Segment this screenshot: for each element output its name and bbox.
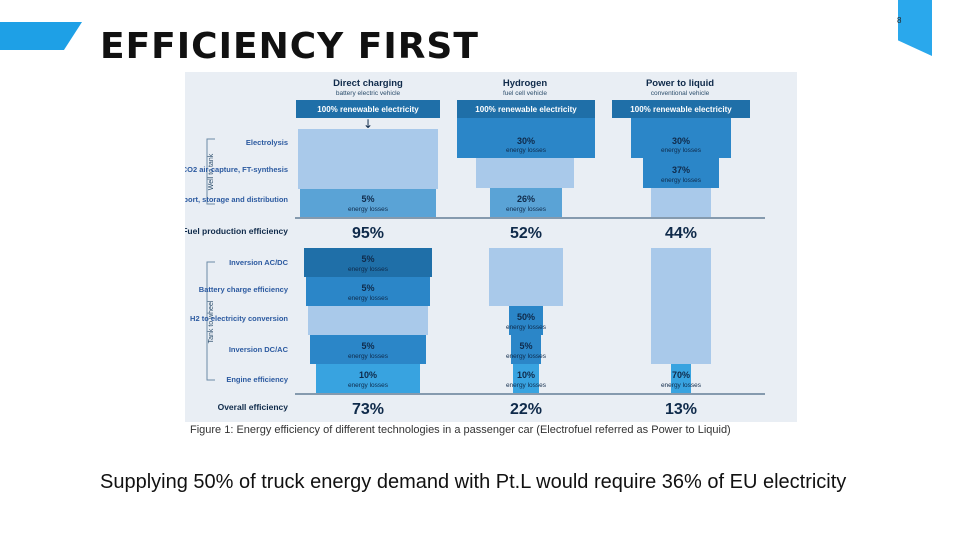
loss-value: 5% [519,341,532,351]
loss-caption: energy losses [506,353,547,360]
column-subtitle: battery electric vehicle [336,90,401,97]
step-bar-tank-to-wheel [651,248,711,364]
loss-value: 5% [361,283,374,293]
tank-to-wheel-label: Tank to wheel [208,300,215,343]
step-bar-engine [513,364,539,393]
column-title: Hydrogen [503,78,548,89]
step-bar-inversion-acdc [304,248,432,277]
loss-caption: energy losses [348,353,389,360]
source-label: 100% renewable electricity [630,105,732,114]
row-label-h2-conversion: H2 to electricity conversion [190,314,288,323]
loss-value: 5% [361,254,374,264]
overall-efficiency-label: Overall efficiency [218,402,289,412]
loss-caption: energy losses [348,295,389,302]
loss-caption: energy losses [661,147,702,154]
fuel-efficiency-value: 95% [352,225,384,242]
row-label-inversion-dcac: Inversion DC/AC [229,345,289,354]
loss-value: 26% [517,194,535,204]
fuel-efficiency-value: 52% [510,225,542,242]
fuel-efficiency-value: 44% [665,225,697,242]
row-label-inversion-acdc: Inversion AC/DC [229,258,288,267]
loss-value: 10% [517,370,535,380]
source-box [296,100,440,118]
loss-caption: energy losses [661,177,702,184]
diagram-canvas: Well to tank Tank to wheel Electrolysis … [185,78,765,418]
loss-caption: energy losses [506,382,547,389]
body-text: Supplying 50% of truck energy demand wit… [100,471,847,493]
column-direct-charging: Direct charging battery electric vehicle… [296,78,440,418]
source-box [612,100,750,118]
fuel-efficiency-label: Fuel production efficiency [185,226,288,236]
loss-value: 5% [361,341,374,351]
row-label-battery-charge: Battery charge efficiency [199,285,289,294]
loss-value: 37% [672,165,690,175]
column-subtitle: fuel cell vehicle [503,90,547,97]
loss-caption: energy losses [348,266,389,273]
row-label-co2-capture: CO2 air-capture, FT-synthesis [185,165,288,174]
down-arrow-icon: ↓ [363,117,373,131]
figure-caption: Figure 1: Energy efficiency of different… [190,424,731,436]
step-bar-h2-conversion [509,306,543,335]
loss-caption: energy losses [348,206,389,213]
step-bar-electrolysis [298,129,438,159]
loss-value: 50% [517,312,535,322]
row-label-transport: Transport, storage and distribution [185,195,288,204]
loss-value: 30% [517,136,535,146]
accent-bar-left [0,22,82,50]
column-title: Power to liquid [646,78,714,89]
step-bar-co2-capture [298,159,438,189]
step-bar-engine [316,364,420,393]
loss-caption: energy losses [661,382,702,389]
overall-efficiency-value: 73% [352,401,384,418]
step-bar-transport [490,188,562,217]
row-label-engine: Engine efficiency [226,375,289,384]
loss-caption: energy losses [506,147,547,154]
step-bar-battery-charge [306,277,430,306]
accent-bar-right [898,0,932,56]
step-bar-engine [671,364,691,393]
loss-caption: energy losses [506,324,547,331]
overall-efficiency-value: 22% [510,401,542,418]
loss-value: 30% [672,136,690,146]
source-label: 100% renewable electricity [475,105,577,114]
row-label-electrolysis: Electrolysis [246,138,288,147]
step-bar-inversion-battery [489,248,563,306]
column-power-to-liquid: Power to liquid conventional vehicle 100… [612,78,750,418]
overall-efficiency-value: 13% [665,401,697,418]
step-bar-co2-capture [643,158,719,188]
loss-value: 70% [672,370,690,380]
column-hydrogen: Hydrogen fuel cell vehicle 100% renewabl… [457,78,595,418]
well-to-tank-bracket [206,138,215,205]
step-bar-h2-conversion [308,306,428,335]
efficiency-diagram: Well to tank Tank to wheel Electrolysis … [185,72,797,422]
source-label: 100% renewable electricity [317,105,419,114]
loss-caption: energy losses [348,382,389,389]
step-bar-co2-capture [476,158,574,188]
loss-value: 5% [361,194,374,204]
source-box [457,100,595,118]
loss-value: 10% [359,370,377,380]
page-number: 8 [897,16,902,25]
column-subtitle: conventional vehicle [651,90,710,97]
step-bar-transport [651,188,711,217]
step-bar-transport [300,189,436,217]
step-bar-electrolysis [631,118,731,158]
column-title: Direct charging [333,78,403,89]
loss-caption: energy losses [506,206,547,213]
well-to-tank-label: Well to tank [208,153,215,190]
step-bar-electrolysis [457,118,595,158]
step-bar-inversion-dcac [511,335,541,364]
step-bar-inversion-dcac [310,335,426,364]
tank-to-wheel-bracket [206,261,215,381]
slide-title: EFFICIENCY FIRST [100,26,479,67]
